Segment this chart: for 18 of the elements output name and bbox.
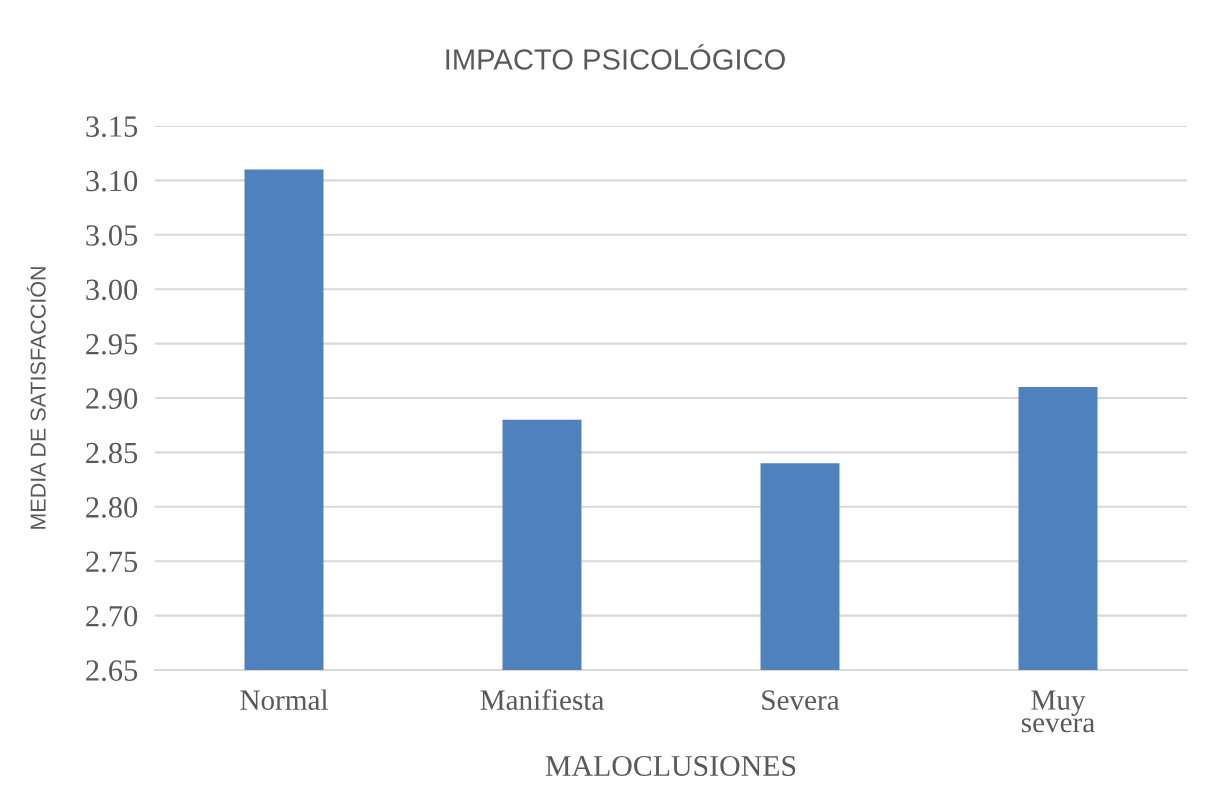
- chart-title: IMPACTO PSICOLÓGICO: [446, 44, 785, 70]
- y-tick-label: 2.65: [86, 660, 138, 682]
- y-tick-label: 2.90: [86, 388, 138, 410]
- x-tick-label: Muy severa: [1021, 690, 1095, 733]
- y-tick-label: 3.10: [86, 170, 138, 192]
- x-tick-label: Normal: [240, 689, 328, 710]
- y-tick-label: 2.80: [86, 497, 138, 518]
- y-tick-label: 3.15: [86, 116, 138, 138]
- y-axis-title: MEDIA DE SATISFACCIÓN: [26, 267, 46, 529]
- y-tick-label: 2.85: [86, 442, 138, 464]
- x-axis-title: MALOCLUSIONES: [545, 755, 796, 776]
- y-tick-label: 2.95: [86, 333, 138, 355]
- y-tick-label: 2.75: [86, 551, 138, 573]
- y-tick-label: 2.70: [86, 605, 138, 627]
- y-tick-label: 3.00: [86, 279, 138, 301]
- y-tick-label: 3.05: [86, 225, 138, 246]
- x-tick-label: Severa: [762, 690, 840, 710]
- x-tick-label: Manifiesta: [480, 689, 604, 710]
